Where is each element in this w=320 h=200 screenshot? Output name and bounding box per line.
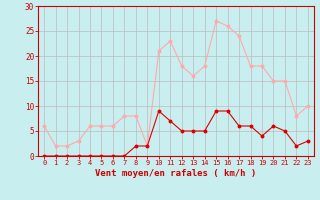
X-axis label: Vent moyen/en rafales ( km/h ): Vent moyen/en rafales ( km/h ) bbox=[95, 169, 257, 178]
